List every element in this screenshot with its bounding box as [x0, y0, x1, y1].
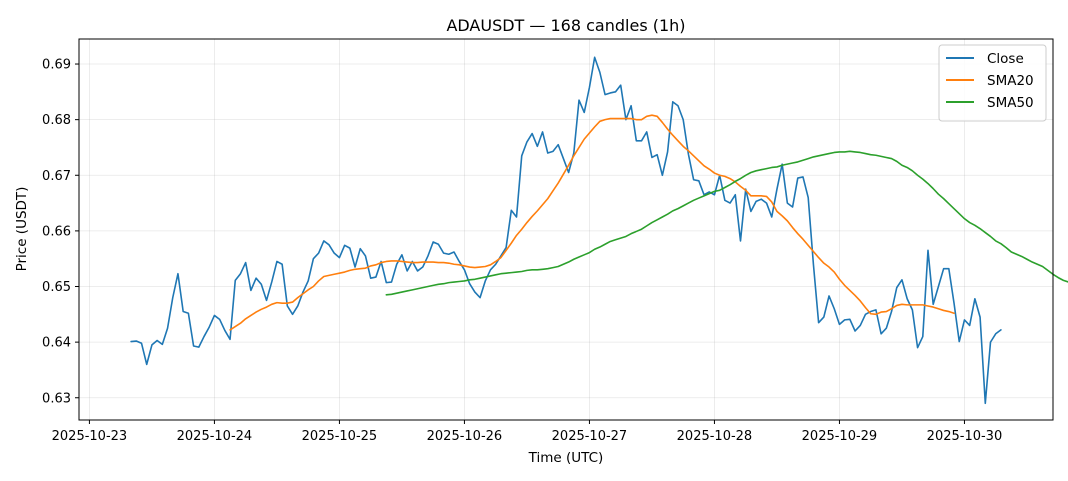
grid — [79, 39, 1053, 420]
legend-label-sma50: SMA50 — [987, 95, 1034, 111]
x-tick-label: 2025-10-29 — [802, 429, 878, 444]
x-tick-label: 2025-10-25 — [302, 429, 378, 444]
close-line — [130, 56, 1002, 405]
axis-ticks: 2025-10-23 2025-10-24 2025-10-25 2025-10-26… — [42, 58, 1002, 444]
y-axis-title: Price (USDT) — [14, 187, 30, 272]
y-tick-label: 0.69 — [42, 58, 71, 73]
series-layer — [130, 56, 1068, 405]
chart-title: ADAUSDT — 168 candles (1h) — [446, 16, 685, 35]
legend: Close SMA20 SMA50 — [938, 44, 1047, 122]
y-tick-label: 0.63 — [42, 391, 71, 406]
plot-frame — [78, 38, 1054, 421]
legend-label-close: Close — [987, 51, 1024, 67]
sma50-line — [385, 150, 1068, 296]
y-tick-label: 0.68 — [42, 113, 71, 128]
x-tick-label: 2025-10-30 — [927, 429, 1003, 444]
x-tick-label: 2025-10-24 — [177, 429, 253, 444]
y-tick-label: 0.67 — [42, 169, 71, 184]
x-tick-label: 2025-10-28 — [677, 429, 753, 444]
y-tick-label: 0.66 — [42, 224, 71, 239]
sma20-line — [229, 114, 955, 331]
x-tick-label: 2025-10-23 — [52, 429, 128, 444]
legend-label-sma20: SMA20 — [987, 73, 1034, 89]
y-tick-label: 0.64 — [42, 336, 71, 351]
x-tick-label: 2025-10-27 — [552, 429, 628, 444]
y-tick-label: 0.65 — [42, 280, 71, 295]
x-axis-title: Time (UTC) — [528, 450, 604, 466]
x-tick-label: 2025-10-26 — [427, 429, 503, 444]
